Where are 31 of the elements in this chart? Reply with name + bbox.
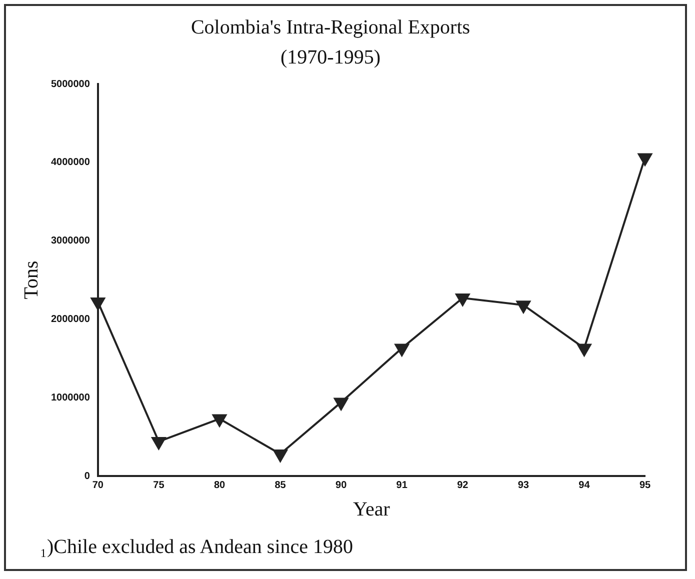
x-tick-label: 75	[153, 480, 165, 491]
point	[577, 344, 592, 356]
x-tick-label: 70	[92, 480, 104, 491]
x-tick-label: 85	[274, 480, 286, 491]
chart-subtitle: (1970-1995)	[280, 46, 380, 68]
x-tick-label: 92	[457, 480, 469, 491]
point	[273, 450, 288, 462]
x-axis-title: Year	[353, 498, 390, 520]
x-tick-label: 94	[578, 480, 590, 491]
y-axis-title: Tons	[20, 260, 42, 300]
point	[152, 437, 166, 450]
y-tick-label: 0	[84, 470, 90, 482]
point	[516, 300, 530, 314]
point	[638, 153, 652, 166]
y-tick-label: 5000000	[50, 78, 90, 90]
point	[334, 398, 348, 410]
y-tick-label: 1000000	[50, 392, 90, 404]
y-tick-label: 2000000	[50, 314, 90, 325]
x-tick-label: 90	[336, 480, 348, 491]
x-tick-label: 80	[214, 480, 226, 491]
chart-title: Colombia's Intra-Regional Exports	[190, 16, 470, 38]
y-tick-label: 4000000	[50, 157, 90, 168]
point	[394, 344, 409, 356]
point	[456, 294, 470, 306]
x-tick-label: 93	[518, 480, 530, 491]
point	[212, 414, 227, 427]
x-tick-label: 91	[396, 480, 408, 491]
point	[90, 297, 105, 310]
y-tick-label: 3000000	[50, 236, 90, 247]
x-tick-label: 95	[639, 480, 651, 491]
text: ₁)Chile excluded as Andean since 1980	[40, 536, 353, 559]
